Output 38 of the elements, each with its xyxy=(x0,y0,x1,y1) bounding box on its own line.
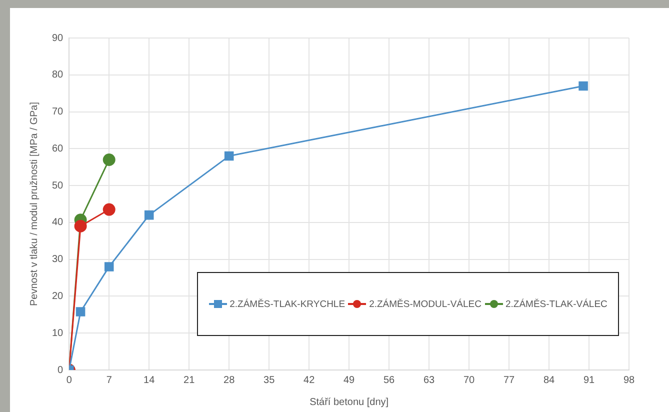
point xyxy=(578,81,588,91)
x-tick-label: 77 xyxy=(503,374,516,386)
point xyxy=(74,220,87,232)
legend-label: 2.ZÁMĚS-TLAK-VÁLEC xyxy=(506,298,608,310)
x-tick-label: 28 xyxy=(224,374,236,386)
y-axis-title: Pevnost v tlaku / modul pružnosti [MPa / GPa] xyxy=(28,102,40,306)
point xyxy=(144,210,154,220)
x-tick-label: 84 xyxy=(543,374,556,386)
point xyxy=(102,203,116,216)
x-tick-label: 7 xyxy=(106,374,112,386)
y-tick-label: 0 xyxy=(58,364,64,376)
y-tick-label: 10 xyxy=(52,328,64,339)
x-tick-label: 70 xyxy=(463,374,476,386)
legend-label: 2.ZÁMĚS-TLAK-KRYCHLE xyxy=(230,298,346,310)
x-tick-label: 56 xyxy=(383,374,396,386)
legend-label: 2.ZÁMĚS-MODUL-VÁLEC xyxy=(369,298,482,310)
y-tick-label: 50 xyxy=(52,180,64,192)
x-tick-label: 91 xyxy=(583,374,596,386)
y-tick-label: 90 xyxy=(52,32,64,44)
x-tick-label: 0 xyxy=(66,374,72,386)
x-tick-label: 42 xyxy=(304,374,316,386)
point xyxy=(76,307,86,316)
y-tick-label: 60 xyxy=(52,143,64,154)
y-tick-label: 70 xyxy=(52,106,64,118)
x-tick-label: 14 xyxy=(144,374,156,386)
y-tick-label: 30 xyxy=(52,254,64,266)
y-tick-label: 80 xyxy=(52,70,64,81)
y-tick-label: 40 xyxy=(52,217,64,228)
point xyxy=(224,151,234,161)
x-tick-label: 98 xyxy=(623,374,635,386)
x-tick-label: 21 xyxy=(184,374,196,386)
point xyxy=(104,262,114,272)
y-tick-label: 20 xyxy=(52,290,64,302)
x-tick-label: 35 xyxy=(264,374,276,386)
x-tick-label: 49 xyxy=(344,374,356,386)
point xyxy=(102,153,116,166)
x-tick-label: 63 xyxy=(423,374,436,386)
x-axis-title: Stáří betonu [dny] xyxy=(310,396,389,408)
